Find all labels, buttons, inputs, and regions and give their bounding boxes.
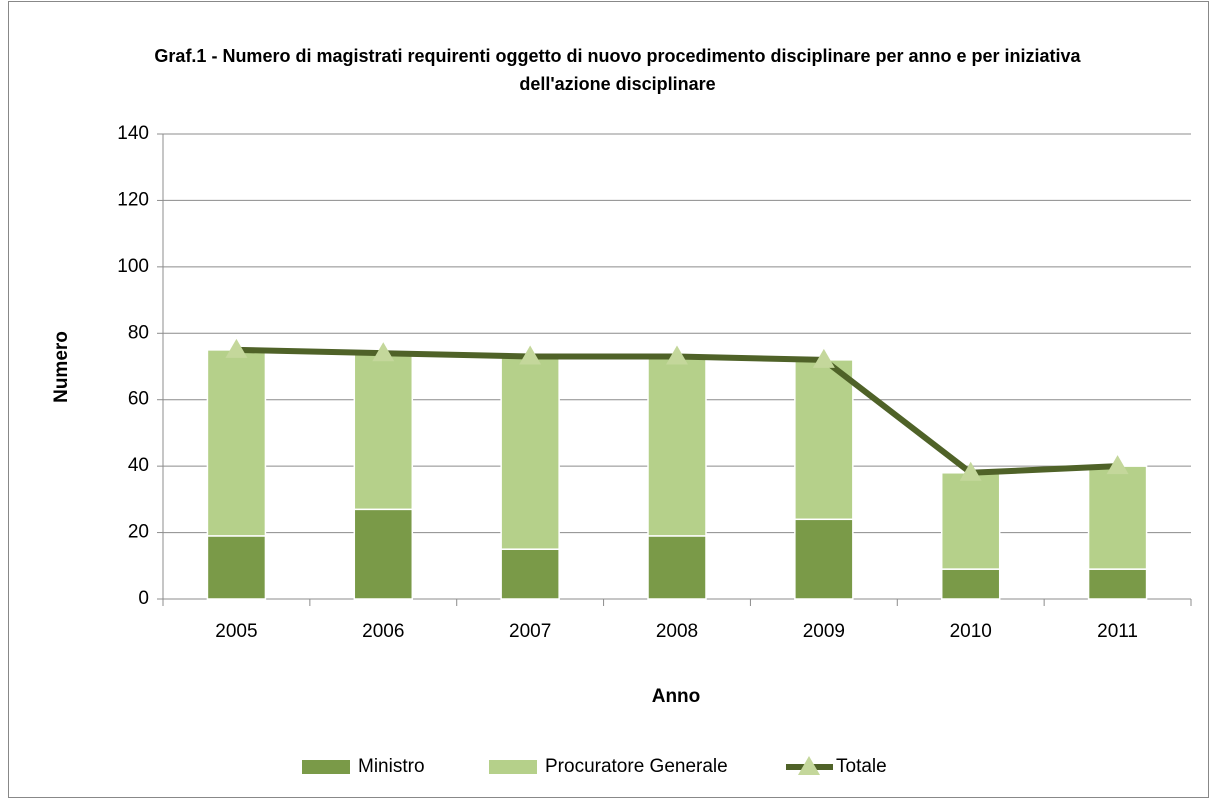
x-tick-label: 2009 [803, 621, 845, 642]
bar [500, 548, 560, 600]
x-tick-label: 2008 [656, 621, 698, 642]
legend-label: Ministro [358, 756, 425, 777]
legend-marker [798, 756, 820, 775]
x-tick-label: 2005 [215, 621, 257, 642]
line-marker [959, 461, 982, 481]
y-axis-label: Numero [51, 331, 72, 403]
bar [500, 355, 560, 550]
legend-label: Procuratore Generale [545, 756, 728, 777]
y-tick-label: 40 [128, 455, 149, 476]
line-marker [812, 348, 835, 368]
bar [940, 568, 1001, 600]
line-marker [225, 338, 248, 358]
bar [206, 349, 267, 537]
bar [794, 518, 854, 600]
y-tick-label: 100 [117, 256, 149, 277]
legend-swatch [302, 760, 350, 774]
bar [353, 352, 414, 511]
x-tick-label: 2006 [362, 621, 404, 642]
bar [647, 355, 707, 537]
chart-title: Graf.1 - Numero di magistrati requirenti… [154, 46, 1081, 94]
x-axis-label: Anno [652, 686, 701, 707]
line-marker [372, 342, 395, 362]
legend-swatch [489, 760, 537, 774]
x-tick-label: 2011 [1097, 621, 1138, 642]
y-tick-label: 60 [128, 389, 149, 410]
line-marker [519, 345, 542, 365]
x-tick-label: 2007 [509, 621, 551, 642]
bar [794, 359, 854, 521]
y-tick-label: 0 [138, 588, 149, 609]
y-tick-label: 140 [117, 123, 149, 144]
x-tick-label: 2010 [950, 621, 992, 642]
y-tick-label: 20 [128, 522, 149, 543]
y-tick-label: 80 [128, 322, 149, 343]
line-marker [666, 345, 688, 365]
bar [206, 535, 267, 600]
bar [940, 472, 1001, 570]
y-tick-label: 120 [117, 189, 149, 210]
line-marker [1106, 455, 1129, 475]
bar [353, 508, 414, 600]
bar [1087, 465, 1148, 570]
bar [1087, 568, 1148, 600]
bar [647, 535, 707, 600]
legend-label: Totale [836, 756, 887, 777]
